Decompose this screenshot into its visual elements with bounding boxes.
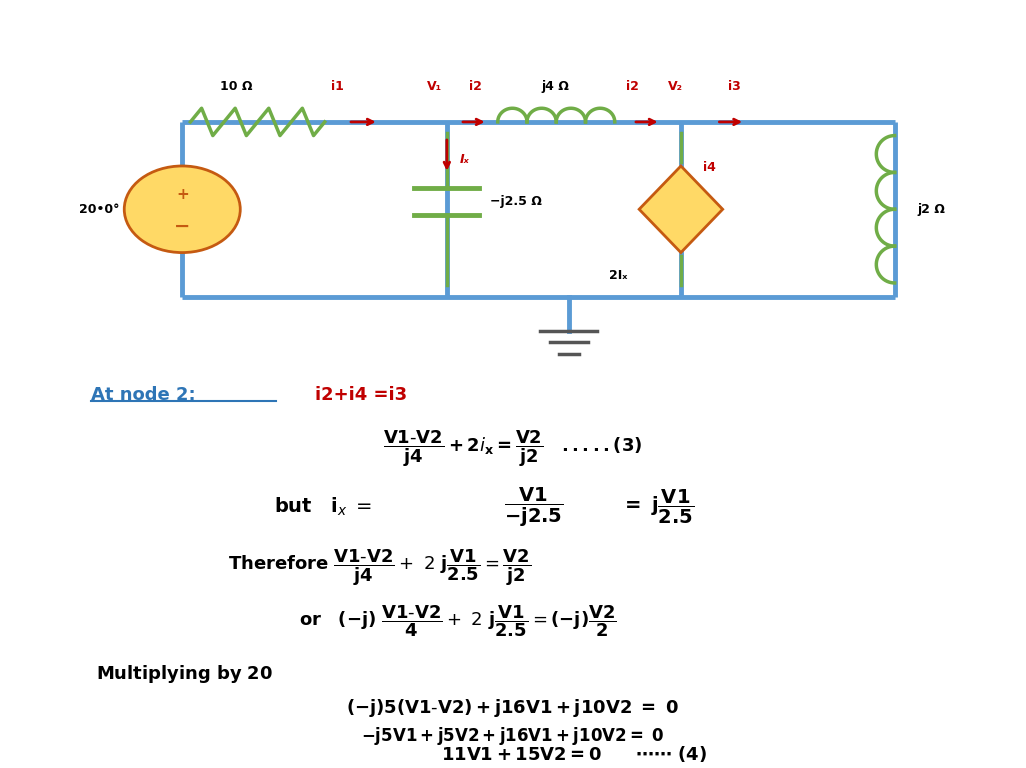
Text: Iₓ: Iₓ — [460, 154, 470, 167]
Text: $\dfrac{\mathbf{V1}}{\mathbf{-j2.5}}$: $\dfrac{\mathbf{V1}}{\mathbf{-j2.5}}$ — [504, 485, 563, 528]
Text: $\mathbf{= \ j} \dfrac{\mathbf{V1}}{\mathbf{2.5}}$: $\mathbf{= \ j} \dfrac{\mathbf{V1}}{\mat… — [621, 488, 695, 526]
Text: 20•0° V: 20•0° V — [79, 203, 133, 216]
Text: j4 Ω: j4 Ω — [542, 80, 569, 93]
Text: $\mathbf{Multiplying\ by\ 20}$: $\mathbf{Multiplying\ by\ 20}$ — [95, 664, 273, 685]
Polygon shape — [639, 166, 722, 253]
Text: i2: i2 — [626, 80, 638, 93]
Text: −j2.5 Ω: −j2.5 Ω — [489, 195, 542, 208]
Text: i3: i3 — [728, 80, 741, 93]
Text: $\mathbf{Therefore} \ \dfrac{\mathbf{V1\text{-}V2}}{\mathbf{j4}} + \ 2 \ \mathbf: $\mathbf{Therefore} \ \dfrac{\mathbf{V1\… — [228, 548, 531, 588]
Text: At node 2:: At node 2: — [90, 386, 195, 405]
Text: V₂: V₂ — [668, 80, 683, 93]
Text: V₁: V₁ — [427, 80, 442, 93]
Text: $\mathbf{or} \quad \mathbf{(-j)} \ \dfrac{\mathbf{V1\text{-}V2}}{\mathbf{4}} + \: $\mathbf{or} \quad \mathbf{(-j)} \ \dfra… — [300, 603, 617, 639]
Text: −: − — [174, 217, 191, 236]
Text: i1: i1 — [330, 80, 344, 93]
Text: 2Iₓ: 2Iₓ — [608, 270, 627, 283]
Text: $\mathbf{\dfrac{V1\text{-}V2}{j4} + 2\mathit{i}_x = \dfrac{V2}{j2}}$$\quad \math: $\mathbf{\dfrac{V1\text{-}V2}{j4} + 2\ma… — [384, 429, 642, 469]
Circle shape — [124, 166, 240, 253]
Text: i2: i2 — [469, 80, 482, 93]
Text: j2 Ω: j2 Ω — [917, 203, 945, 216]
Text: i4: i4 — [703, 161, 716, 174]
Text: +: + — [175, 187, 189, 201]
Text: $\mathbf{(-j)5(V1\text{-}V2) + j16V1 +j10V2 \ = \ 0}$: $\mathbf{(-j)5(V1\text{-}V2) + j16V1 +j1… — [347, 697, 679, 719]
Text: i2+i4 =i3: i2+i4 =i3 — [315, 386, 406, 405]
Text: $\mathbf{11V1 +15V2 = 0} \qquad \mathbf{\cdots\cdots\ (4)}$: $\mathbf{11V1 +15V2 = 0} \qquad \mathbf{… — [441, 744, 707, 764]
Text: $\mathbf{-j5V1 + j5V2 + j16V1 +j10V2 = \ 0}$: $\mathbf{-j5V1 + j5V2 + j16V1 +j10V2 = \… — [361, 726, 665, 747]
Text: 10 Ω: 10 Ω — [220, 80, 252, 93]
Text: $\mathbf{but} \quad \mathit{\mathbf{i}}_x \ = $: $\mathbf{but} \quad \mathit{\mathbf{i}}_… — [274, 496, 372, 518]
